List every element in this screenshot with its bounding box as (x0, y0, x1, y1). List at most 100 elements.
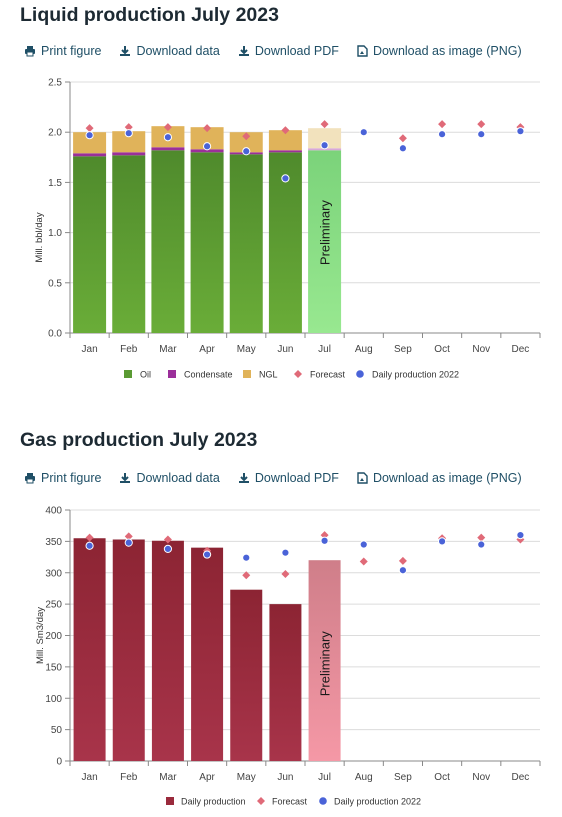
forecast-point (257, 797, 265, 805)
ngl-bar (112, 131, 146, 153)
gas-chart-title: Gas production July 2023 (20, 429, 258, 451)
condensate-bar (151, 147, 185, 151)
daily-production-2022-point (202, 550, 212, 559)
forecast-point (477, 533, 486, 542)
download-icon (238, 473, 249, 483)
x-tick-label: Jan (82, 344, 98, 355)
daily-production-2022-point (242, 147, 251, 156)
x-tick-label: Mar (159, 344, 177, 355)
download-pdf-button[interactable]: Download PDF (238, 471, 339, 485)
legend-label: Daily production 2022 (372, 370, 459, 380)
y-tick-label: 1.5 (48, 178, 62, 189)
oil-bar (229, 154, 263, 333)
image-file-icon (357, 45, 368, 57)
daily-production-2022-point (398, 144, 408, 153)
image-file-icon (357, 472, 368, 484)
condensate-bar (268, 150, 302, 153)
forecast-point (438, 120, 447, 129)
legend-label: Forecast (272, 797, 308, 807)
condensate-bar (112, 152, 146, 156)
gas-production-bar (151, 540, 184, 761)
liquid-production-chart: 0.0 0.5 1.0 1.5 2.0 2.5 Mill. bbl/day Prelimina… (34, 78, 541, 380)
condensate-bar (190, 149, 224, 153)
daily-production-2022-point (437, 537, 447, 546)
forecast-point (398, 556, 407, 565)
download-image-label: Download as image (PNG) (372, 44, 522, 58)
y-tick-label: 100 (45, 694, 62, 705)
daily-production-2022-point (124, 538, 133, 547)
legend-label: Condensate (184, 370, 233, 380)
forecast-point (359, 557, 368, 566)
print-figure-label: Print figure (41, 471, 102, 485)
x-tick-label: Sep (394, 772, 412, 783)
forecast-point (320, 531, 329, 540)
ngl-bar (73, 132, 107, 154)
x-tick-label: Nov (472, 772, 490, 783)
forecast-point (163, 535, 172, 544)
oil-bar (308, 150, 342, 333)
forecast-point (163, 123, 172, 132)
daily-production-2022-point (516, 531, 525, 540)
daily-production-2022-point (202, 142, 212, 151)
legend-label: Oil (140, 370, 151, 380)
forecast-point (85, 533, 94, 542)
x-tick-label: Jun (277, 344, 293, 355)
download-data-button[interactable]: Download data (119, 471, 220, 485)
ngl-bar (190, 127, 224, 150)
daily-production-2022-point (124, 129, 133, 138)
print-figure-button[interactable]: Print figure (24, 44, 101, 58)
gas-production-section: Gas production July 2023 Print figure Do… (0, 427, 562, 817)
daily-production-2022-point (85, 541, 94, 550)
printer-icon (25, 473, 35, 484)
preliminary-label: Preliminary (318, 200, 333, 266)
y-tick-label: 0.0 (48, 329, 62, 340)
x-tick-label: Nov (472, 344, 490, 355)
daily-production-2022-point (437, 130, 447, 139)
condensate-bar (73, 153, 107, 157)
download-data-button[interactable]: Download data (119, 44, 220, 58)
oil-bar (190, 152, 224, 333)
y-tick-label: 2.0 (48, 128, 62, 139)
y-tick-label: 150 (45, 662, 62, 673)
x-tick-label: May (237, 344, 256, 355)
print-figure-label: Print figure (41, 44, 102, 58)
gas-production-bar (112, 539, 145, 761)
daily-production-2022-point (477, 130, 486, 139)
download-image-label: Download as image (PNG) (372, 471, 522, 485)
y-tick-label: 2.5 (48, 78, 62, 89)
x-tick-label: Feb (120, 344, 138, 355)
x-tick-label: Aug (355, 344, 373, 355)
gas-production-bar (73, 538, 106, 761)
daily-production-2022-point (163, 133, 173, 142)
y-tick-label: 0.5 (48, 278, 62, 289)
x-tick-label: Jul (318, 344, 331, 355)
forecast-point (124, 123, 133, 132)
forecast-point (281, 126, 290, 135)
daily-production-2022-point (359, 540, 368, 549)
x-tick-label: Apr (199, 344, 215, 355)
y-tick-label: 50 (51, 725, 63, 736)
x-tick-label: Jul (318, 772, 331, 783)
x-tick-label: Dec (512, 344, 530, 355)
download-icon (120, 46, 131, 56)
legend-label: Daily production (181, 797, 246, 807)
y-tick-label: 1.0 (48, 228, 62, 239)
daily-production-2022-point (163, 544, 173, 554)
y-tick-label: 400 (45, 506, 62, 517)
forecast-point (294, 370, 302, 378)
print-figure-button[interactable]: Print figure (24, 471, 101, 485)
y-tick-label: 300 (45, 568, 62, 579)
daily-production-2022-point (85, 131, 94, 140)
ngl-bar (268, 130, 302, 151)
ngl-bar (308, 128, 342, 149)
download-image-button[interactable]: Download as image (PNG) (357, 44, 522, 58)
daily-production-2022-point (281, 174, 290, 183)
daily-production-2022-point (320, 536, 329, 545)
forecast-point (516, 535, 525, 544)
legend-swatch (356, 370, 364, 378)
x-tick-label: Mar (159, 772, 177, 783)
printer-icon (25, 46, 35, 57)
download-image-button[interactable]: Download as image (PNG) (357, 471, 522, 485)
download-pdf-button[interactable]: Download PDF (238, 44, 339, 58)
daily-production-2022-point (516, 127, 525, 136)
